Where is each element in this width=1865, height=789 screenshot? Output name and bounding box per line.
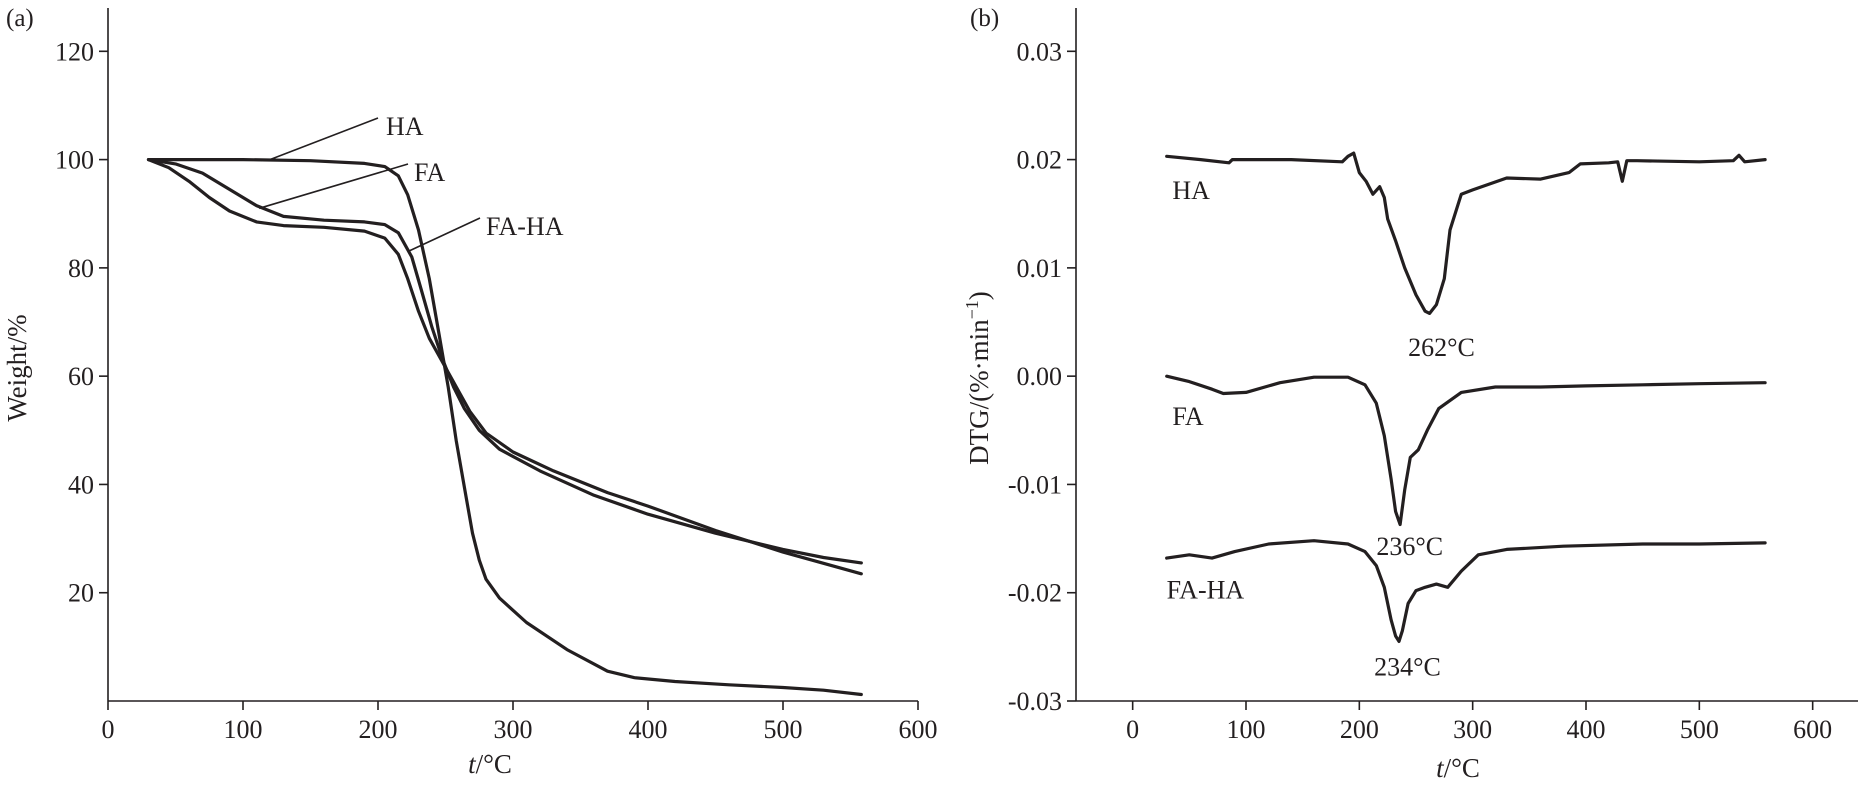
panel-a-x-axis-var: t bbox=[468, 749, 477, 779]
panel-a-annotations: HA FA FA-HA bbox=[258, 112, 564, 253]
x-tick-label: 400 bbox=[1567, 715, 1606, 744]
leader-line bbox=[258, 163, 409, 210]
annotation-label: 262°C bbox=[1408, 333, 1475, 362]
leader-line bbox=[407, 217, 481, 253]
y-tick-label: 0.00 bbox=[1017, 362, 1063, 391]
annotation-label: FA bbox=[1172, 402, 1204, 431]
panel-b-axes bbox=[1075, 8, 1858, 702]
panel-b-y-axis-title: DTG/(%·min−1) bbox=[962, 291, 994, 465]
y-tick-label: 0.01 bbox=[1017, 254, 1063, 283]
annotation-label: FA bbox=[414, 158, 446, 187]
x-tick-label: 300 bbox=[1453, 715, 1492, 744]
x-tick-label: 0 bbox=[1126, 715, 1139, 744]
x-tick-label: 100 bbox=[1227, 715, 1266, 744]
panel-a-axes bbox=[107, 8, 918, 702]
x-tick-label: 300 bbox=[494, 715, 533, 744]
annotation-label: FA-HA bbox=[486, 212, 564, 241]
x-tick-label: 500 bbox=[764, 715, 803, 744]
panel-b-x-axis-title: t/°C bbox=[1436, 753, 1480, 783]
annotation-label: FA-HA bbox=[1167, 575, 1245, 604]
panel-b-annotations: HA FA FA-HA 262°C 236°C 234°C bbox=[1167, 176, 1475, 681]
y-tick-label: 80 bbox=[68, 254, 94, 283]
panel-a-ticks: 0 100 200 300 400 500 600 20 40 60 80 100 120 bbox=[55, 37, 938, 744]
x-tick-label: 200 bbox=[1340, 715, 1379, 744]
series-line-fa-ha bbox=[146, 158, 863, 576]
panel-a-x-axis-unit: /°C bbox=[476, 749, 512, 779]
series-line-fa bbox=[1165, 374, 1767, 527]
y-tick-label: 40 bbox=[68, 470, 94, 499]
panel-b-series bbox=[1165, 151, 1767, 643]
x-tick-label: 200 bbox=[359, 715, 398, 744]
series-line-ha bbox=[1165, 151, 1767, 315]
y-tick-label: -0.02 bbox=[1008, 579, 1062, 608]
panel-b-ticks: 0 100 200 300 400 500 600 -0.03 -0.02 -0.01 0.00 0.… bbox=[1008, 37, 1832, 744]
panel-b-y-axis-main: DTG/(%·min bbox=[964, 319, 994, 465]
y-tick-label: 0.03 bbox=[1017, 37, 1063, 66]
series-line-fa-ha bbox=[1165, 539, 1767, 643]
panel-a-weight-chart: (a) 0 100 200 300 400 500 600 20 40 60 80 100 120 HA… bbox=[2, 5, 938, 779]
panel-b-label: (b) bbox=[970, 5, 999, 32]
y-tick-label: 60 bbox=[68, 362, 94, 391]
annotation-label: 234°C bbox=[1374, 652, 1441, 681]
panel-b-x-axis-var: t bbox=[1436, 753, 1445, 783]
leader-line bbox=[267, 117, 379, 162]
panel-a-label: (a) bbox=[6, 5, 34, 32]
x-tick-label: 500 bbox=[1680, 715, 1719, 744]
annotation-label: HA bbox=[1172, 176, 1210, 205]
panel-a-y-axis-title: Weight/% bbox=[2, 314, 32, 421]
panel-b-y-axis-sup: −1 bbox=[962, 300, 982, 319]
x-tick-label: 0 bbox=[102, 715, 115, 744]
series-line-ha bbox=[146, 158, 863, 697]
y-tick-label: -0.01 bbox=[1008, 470, 1062, 499]
x-tick-label: 100 bbox=[224, 715, 263, 744]
y-tick-label: -0.03 bbox=[1008, 687, 1062, 716]
panel-b-dtg-chart: (b) 0 100 200 300 400 500 600 -0.03 -0.02 -0.01 0.… bbox=[962, 5, 1858, 783]
y-tick-label: 100 bbox=[55, 146, 94, 175]
x-tick-label: 600 bbox=[1793, 715, 1832, 744]
x-tick-label: 600 bbox=[899, 715, 938, 744]
series-line-fa bbox=[146, 158, 863, 565]
x-tick-label: 400 bbox=[629, 715, 668, 744]
y-tick-label: 0.02 bbox=[1017, 146, 1063, 175]
panel-b-x-axis-unit: /°C bbox=[1444, 753, 1480, 783]
y-tick-label: 120 bbox=[55, 37, 94, 66]
panel-a-series bbox=[146, 158, 863, 697]
panel-b-y-axis-close: ) bbox=[964, 291, 994, 300]
annotation-label: 236°C bbox=[1376, 532, 1443, 561]
annotation-label: HA bbox=[386, 112, 424, 141]
panel-a-x-axis-title: t/°C bbox=[468, 749, 512, 779]
y-tick-label: 20 bbox=[68, 579, 94, 608]
